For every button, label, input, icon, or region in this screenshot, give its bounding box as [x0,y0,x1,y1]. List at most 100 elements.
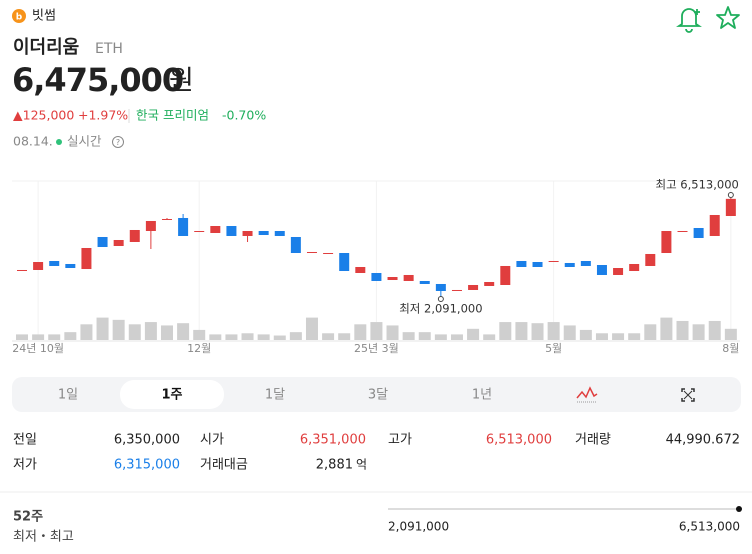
candle-body [355,266,366,273]
range-marker [736,506,742,512]
candle-body [258,230,269,236]
volume-bar [112,319,125,340]
volume-bar [612,333,625,340]
volume-bar [434,334,447,340]
volume-bar [16,334,28,340]
fullscreen-button[interactable] [681,388,695,402]
help-icon[interactable] [112,136,124,148]
volume-bar [676,320,689,340]
candle-body [194,230,205,232]
volume-bar [160,325,173,340]
price-change: ▲125,000 [13,108,74,123]
volume-bar [418,332,431,340]
volume-bar [370,322,383,340]
alert-button[interactable] [676,8,702,33]
candle-body [306,251,317,253]
candle-body [129,229,140,242]
candle-body [580,260,591,266]
candle-body [210,226,221,233]
candle-body [226,226,237,236]
stat-label: 시가 [200,433,224,448]
live-label: 실시간 [67,134,102,149]
candle-body [161,218,172,220]
volume-bar [563,325,576,340]
candle-body [387,277,398,281]
volume-bar [225,334,238,340]
volume-bar [515,322,528,340]
tab[interactable]: 1주 [161,388,182,403]
stat-unit: 억 [356,458,367,472]
candle-body [113,239,124,246]
candle-body [242,230,253,236]
volume-bar [724,328,737,340]
x-tick-label: 12월 [187,342,211,355]
stat-label: 거래대금 [200,458,248,473]
candle-body [339,253,350,272]
stat-label: 고가 [388,433,412,448]
volume-bar [547,322,560,340]
max-marker [727,191,734,198]
volume-bar [579,329,592,340]
x-tick-label: 5월 [545,342,562,355]
range-sublabel: 최저・최고 [13,530,74,545]
volume-bar [402,332,415,340]
candle-body [403,274,414,281]
stat-value: 2,881 [316,458,353,473]
line-chart-button[interactable] [576,386,598,403]
tab[interactable]: 1달 [265,388,285,403]
x-tick-label: 8월 [722,342,739,355]
min-marker [437,295,444,302]
volume-bar [708,320,721,340]
min-label: 최저 2,091,000 [399,301,482,315]
date: 08.14. [13,134,53,149]
tab-selected [120,380,224,409]
volume-bar [32,334,45,340]
volume-bar [322,333,335,340]
max-label: 최고 6,513,000 [655,177,738,191]
volume-bar [338,333,351,340]
volume-bar [531,323,544,340]
candle-body [532,262,543,267]
candle-body [274,230,285,236]
range-low: 2,091,000 [388,520,449,534]
candle-body [629,263,640,272]
candle-body [419,280,430,284]
candle-body [661,230,672,254]
coin-name: 이더리움 [13,37,79,58]
candle-body [97,236,108,248]
volume-bar [628,333,641,340]
premium-label: 한국 프리미엄 [136,108,209,123]
price-unit: 원 [169,66,194,97]
price-change-rate: +1.97% [78,108,128,123]
exchange-icon [12,9,26,23]
favorite-button[interactable] [716,6,740,29]
tab[interactable]: 3달 [368,388,388,403]
candle-body [290,236,301,254]
price: 6,475,000 [12,61,183,99]
volume-bar [80,324,93,340]
candle-body [516,260,527,267]
volume-bar [305,317,318,340]
volume-bar [96,317,109,340]
volume-bar [595,333,608,340]
candle-body [548,260,559,262]
candle-body [81,247,92,270]
volume-bar [241,333,254,340]
candle-body [725,198,736,216]
x-tick-label: 25년 3월 [354,342,399,355]
candle-body [178,217,189,236]
exchange-icon-glyph: b [16,13,23,23]
premium: -0.70% [222,108,266,123]
tab[interactable]: 1일 [58,388,78,403]
volume-bar [128,324,141,340]
tab[interactable]: 1년 [472,388,492,403]
exchange-name: 빗썸 [32,9,56,24]
help-icon-glyph: ? [116,138,120,147]
volume-bar [144,322,157,340]
tabs: 1일 1주 1달 3달 1년 [58,380,492,409]
volume-bar [499,322,512,340]
coin-symbol: ETH [95,41,123,57]
stat-value: 6,350,000 [114,433,180,448]
candle-body [17,269,27,271]
